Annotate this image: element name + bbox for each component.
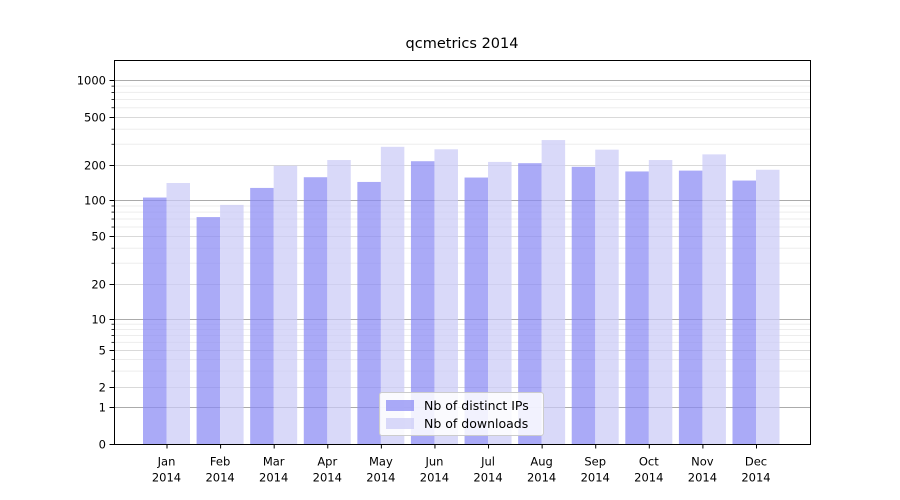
x-tick-year-aug: 2014 xyxy=(527,471,556,485)
x-tick-year-nov: 2014 xyxy=(688,471,717,485)
bar-jul-distinct-ips xyxy=(464,177,489,444)
y-tick-label-100: 100 xyxy=(84,194,106,208)
bar-jan-downloads xyxy=(166,183,190,444)
bar-oct-distinct-ips xyxy=(625,171,649,444)
chart-title: qcmetrics 2014 xyxy=(405,36,519,52)
bar-dec-distinct-ips xyxy=(732,180,756,444)
x-tick-year-may: 2014 xyxy=(366,471,395,485)
legend-label-distinct-ips: Nb of distinct IPs xyxy=(424,397,529,413)
bar-aug-distinct-ips xyxy=(518,163,542,444)
bar-oct-downloads xyxy=(648,160,673,444)
legend-swatch-distinct-ips xyxy=(386,399,414,411)
bar-jun-downloads xyxy=(434,149,458,444)
bar-nov-distinct-ips xyxy=(678,170,703,444)
x-tick-label-jun: Jun xyxy=(424,455,443,469)
legend-item-distinct-ips: Nb of distinct IPs xyxy=(386,398,537,413)
bar-nov-downloads xyxy=(702,154,726,444)
bar-apr-distinct-ips xyxy=(303,177,328,444)
y-tick-label-20: 20 xyxy=(91,278,106,292)
bar-sep-distinct-ips xyxy=(571,166,596,445)
x-tick-label-may: May xyxy=(369,455,393,469)
bar-sep-downloads xyxy=(595,149,619,445)
y-tick-label-500: 500 xyxy=(84,111,106,125)
bar-feb-downloads xyxy=(220,204,244,444)
y-tick-label-200: 200 xyxy=(84,159,106,173)
y-tick-label-2: 2 xyxy=(99,381,106,395)
y-tick-label-0: 0 xyxy=(99,438,106,452)
bar-apr-downloads xyxy=(327,160,351,444)
x-tick-year-jul: 2014 xyxy=(473,471,502,485)
x-tick-year-jun: 2014 xyxy=(420,471,449,485)
bar-mar-downloads xyxy=(273,165,298,444)
x-tick-label-mar: Mar xyxy=(263,455,285,469)
x-tick-label-dec: Dec xyxy=(745,455,767,469)
x-tick-label-jul: Jul xyxy=(480,455,495,469)
plot-border xyxy=(114,60,811,445)
y-tick-label-50: 50 xyxy=(91,230,106,244)
x-tick-label-aug: Aug xyxy=(530,455,552,469)
bar-may-distinct-ips xyxy=(357,181,381,445)
x-tick-year-dec: 2014 xyxy=(741,471,770,485)
y-tick-label-1: 1 xyxy=(99,401,106,415)
x-tick-year-mar: 2014 xyxy=(259,471,288,485)
x-tick-label-nov: Nov xyxy=(691,455,714,469)
x-tick-year-sep: 2014 xyxy=(581,471,610,485)
y-tick-label-10: 10 xyxy=(91,313,106,327)
bar-aug-downloads xyxy=(541,140,566,444)
legend-label-downloads: Nb of downloads xyxy=(424,415,529,431)
legend-item-downloads: Nb of downloads xyxy=(386,416,537,431)
legend: Nb of distinct IPs Nb of downloads xyxy=(379,392,544,436)
bar-jan-distinct-ips xyxy=(143,197,167,444)
x-tick-year-apr: 2014 xyxy=(313,471,342,485)
x-tick-year-oct: 2014 xyxy=(634,471,663,485)
bar-may-downloads xyxy=(380,146,405,444)
y-tick-label-5: 5 xyxy=(99,344,106,358)
x-tick-year-jan: 2014 xyxy=(152,471,181,485)
x-tick-label-oct: Oct xyxy=(639,455,659,469)
bar-mar-distinct-ips xyxy=(250,187,274,444)
bar-jun-distinct-ips xyxy=(410,161,435,444)
y-tick-label-1000: 1000 xyxy=(77,74,106,88)
legend-swatch-downloads xyxy=(386,417,414,429)
bar-feb-distinct-ips xyxy=(196,217,221,444)
x-tick-label-feb: Feb xyxy=(210,455,230,469)
x-tick-label-jan: Jan xyxy=(157,455,176,469)
x-tick-year-feb: 2014 xyxy=(205,471,234,485)
x-tick-label-apr: Apr xyxy=(317,455,337,469)
bar-dec-downloads xyxy=(755,169,780,445)
x-tick-label-sep: Sep xyxy=(584,455,606,469)
bar-jul-downloads xyxy=(488,161,512,444)
